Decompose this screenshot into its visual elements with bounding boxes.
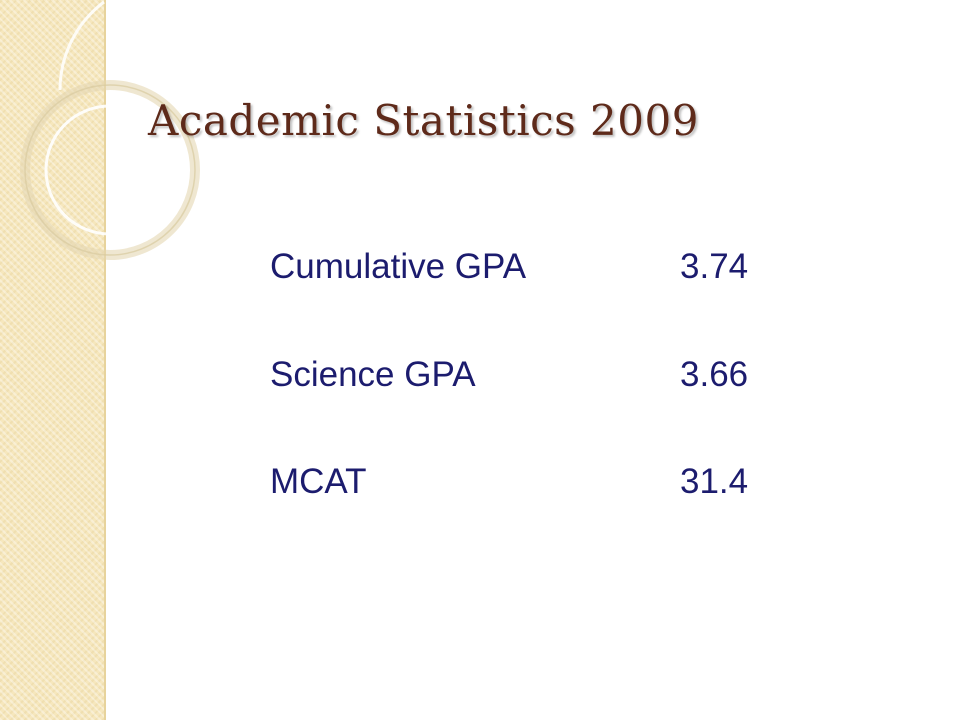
side-strip (0, 0, 106, 720)
slide-title: Academic Statistics 2009 (148, 96, 699, 145)
stat-label: Cumulative GPA (270, 247, 527, 286)
stat-value: 3.74 (680, 247, 749, 286)
decoration (20, 0, 200, 260)
stat-value: 31.4 (680, 462, 749, 501)
stat-value: 3.66 (680, 355, 749, 394)
stat-label: Science GPA (270, 355, 476, 394)
stat-label: MCAT (270, 462, 367, 501)
